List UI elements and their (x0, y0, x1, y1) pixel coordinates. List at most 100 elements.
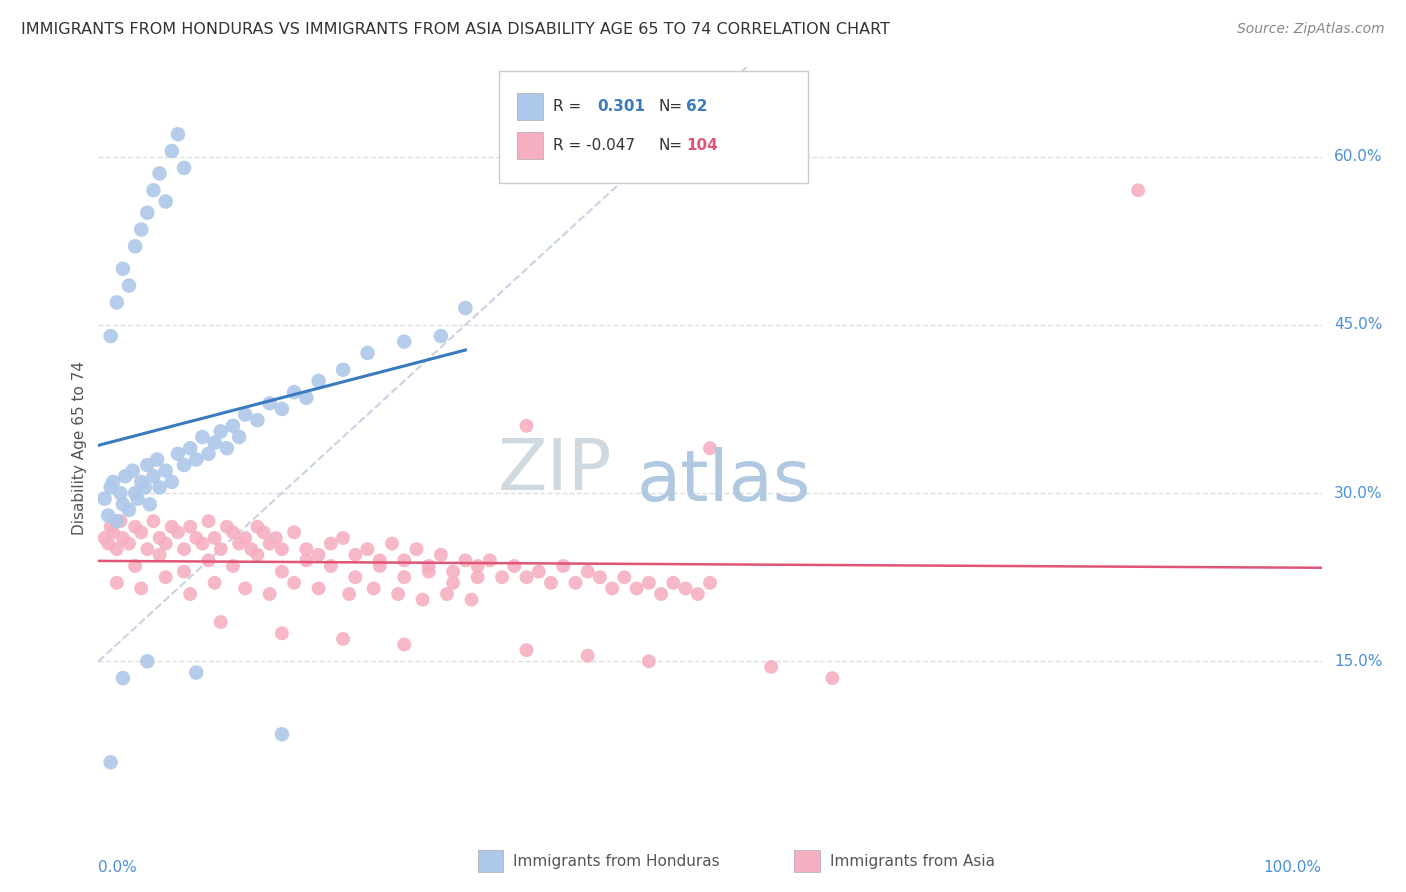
Point (173, 161, 195, 175)
Point (105, 575, 128, 590)
Point (381, 536, 404, 550)
Point (155, 536, 177, 550)
Point (118, 536, 141, 550)
Text: 60.0%: 60.0% (1334, 149, 1382, 164)
Text: N=: N= (658, 99, 682, 113)
Point (332, 531, 354, 545)
Text: R = -0.047: R = -0.047 (553, 138, 634, 153)
Point (228, 430, 250, 444)
Point (308, 548, 330, 562)
Point (105, 514, 128, 528)
Point (516, 643, 538, 657)
Point (308, 582, 330, 596)
Text: 62: 62 (686, 99, 707, 113)
Point (179, 587, 201, 601)
Point (160, 520, 183, 534)
Point (637, 654, 661, 668)
Text: 15.0%: 15.0% (1334, 654, 1382, 669)
Point (149, 481, 172, 495)
Point (650, 587, 672, 601)
Point (246, 520, 269, 534)
Point (613, 570, 636, 584)
Point (503, 559, 526, 574)
Point (295, 553, 318, 567)
Point (121, 464, 143, 478)
Point (215, 442, 238, 455)
Point (246, 413, 269, 427)
Point (186, 531, 208, 545)
Point (264, 531, 287, 545)
Point (344, 570, 367, 584)
Point (576, 648, 599, 663)
Point (233, 408, 256, 422)
Point (173, 565, 195, 579)
Point (436, 587, 458, 601)
Point (516, 418, 538, 433)
Point (337, 587, 360, 601)
Point (136, 654, 159, 668)
Point (101, 525, 124, 540)
Point (662, 575, 685, 590)
Point (412, 592, 434, 607)
Point (204, 435, 226, 450)
Point (454, 301, 477, 315)
Point (129, 582, 152, 596)
Point (270, 565, 294, 579)
Point (699, 575, 721, 590)
Text: 45.0%: 45.0% (1334, 318, 1382, 333)
Point (332, 362, 354, 376)
Point (467, 559, 489, 574)
Point (356, 346, 378, 360)
Point (332, 632, 354, 646)
Point (405, 542, 427, 557)
Point (186, 665, 208, 680)
Point (124, 520, 146, 534)
Point (319, 536, 342, 550)
Text: 104: 104 (686, 138, 718, 153)
Point (167, 447, 190, 461)
Point (127, 491, 149, 506)
Point (209, 425, 232, 439)
Point (228, 536, 250, 550)
Point (209, 542, 232, 557)
Point (430, 329, 453, 343)
Text: Source: ZipAtlas.com: Source: ZipAtlas.com (1237, 22, 1385, 37)
Point (270, 727, 294, 741)
Point (100, 520, 122, 534)
Point (97, 536, 120, 550)
Point (114, 469, 136, 483)
Point (129, 525, 152, 540)
Point (124, 486, 146, 500)
Point (160, 475, 183, 489)
Point (283, 385, 305, 400)
Point (392, 553, 416, 567)
Point (100, 481, 122, 495)
Point (149, 548, 172, 562)
Point (295, 542, 318, 557)
Point (129, 475, 152, 489)
Point (197, 447, 219, 461)
Point (259, 587, 281, 601)
Point (149, 531, 172, 545)
Point (589, 570, 612, 584)
Point (191, 430, 214, 444)
Point (686, 587, 709, 601)
Point (197, 553, 219, 567)
Point (155, 464, 177, 478)
Point (105, 542, 128, 557)
Point (179, 520, 201, 534)
Point (142, 183, 165, 197)
Point (246, 548, 269, 562)
Point (270, 401, 294, 416)
Point (564, 575, 586, 590)
Point (204, 531, 226, 545)
Point (233, 531, 256, 545)
Text: 0.301: 0.301 (598, 99, 645, 113)
Point (222, 418, 245, 433)
Text: ZIP: ZIP (498, 436, 612, 505)
Point (418, 565, 440, 579)
Point (136, 542, 159, 557)
Point (110, 486, 132, 500)
Point (259, 396, 281, 410)
Point (295, 391, 318, 405)
